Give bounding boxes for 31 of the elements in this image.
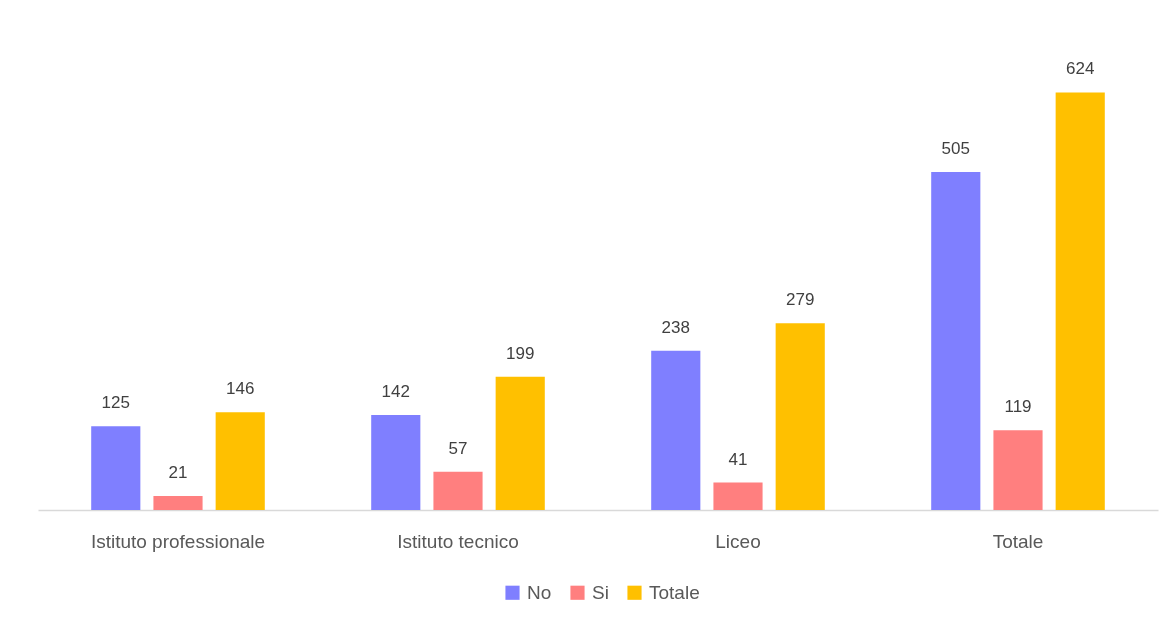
x-tick-label: Liceo (715, 530, 761, 552)
bar (371, 414, 421, 510)
x-tick-label: Totale (992, 530, 1044, 552)
data-label: 125 (101, 393, 130, 413)
data-label: 142 (381, 381, 410, 401)
bar (1055, 92, 1105, 510)
data-label: 146 (226, 379, 255, 399)
data-label: 199 (506, 343, 535, 363)
bar (713, 482, 763, 510)
data-label: 21 (168, 462, 188, 482)
bar (215, 412, 265, 510)
data-label: 41 (728, 449, 748, 469)
bar (153, 495, 203, 510)
bar (931, 172, 981, 510)
bar (495, 376, 545, 510)
bar (433, 471, 483, 510)
bar (91, 426, 141, 510)
legend-label: Si (592, 581, 609, 603)
legend-label: No (527, 581, 552, 603)
data-label: 279 (786, 290, 815, 310)
bar (775, 323, 825, 510)
bar (651, 350, 701, 510)
legend-label: Totale (649, 581, 700, 603)
x-tick-label: Istituto professionale (90, 530, 266, 552)
data-label: 57 (448, 438, 468, 458)
data-label: 238 (661, 317, 690, 337)
x-tick-label: Istituto tecnico (397, 530, 519, 552)
data-label: 624 (1066, 59, 1095, 79)
data-label: 505 (941, 139, 970, 159)
data-label: 119 (1004, 397, 1032, 417)
bar (993, 430, 1043, 510)
